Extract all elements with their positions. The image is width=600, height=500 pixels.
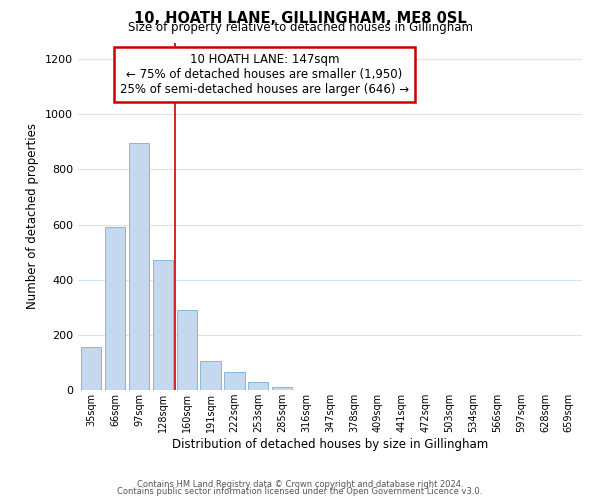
Text: Contains HM Land Registry data © Crown copyright and database right 2024.: Contains HM Land Registry data © Crown c… [137,480,463,489]
Bar [105,228,125,390]
X-axis label: Distribution of detached houses by size in Gillingham: Distribution of detached houses by size … [172,438,488,451]
Text: Size of property relative to detached houses in Gillingham: Size of property relative to detached ho… [128,22,473,35]
Bar [152,260,173,390]
Bar [272,386,292,390]
Text: 10, HOATH LANE, GILLINGHAM, ME8 0SL: 10, HOATH LANE, GILLINGHAM, ME8 0SL [134,11,466,26]
Text: 10 HOATH LANE: 147sqm
← 75% of detached houses are smaller (1,950)
25% of semi-d: 10 HOATH LANE: 147sqm ← 75% of detached … [120,53,409,96]
Bar [200,361,221,390]
Bar [248,382,268,390]
Bar [176,310,197,390]
Bar [129,143,149,390]
Text: Contains public sector information licensed under the Open Government Licence v3: Contains public sector information licen… [118,487,482,496]
Bar [81,348,101,390]
Y-axis label: Number of detached properties: Number of detached properties [26,123,40,309]
Bar [224,372,245,390]
